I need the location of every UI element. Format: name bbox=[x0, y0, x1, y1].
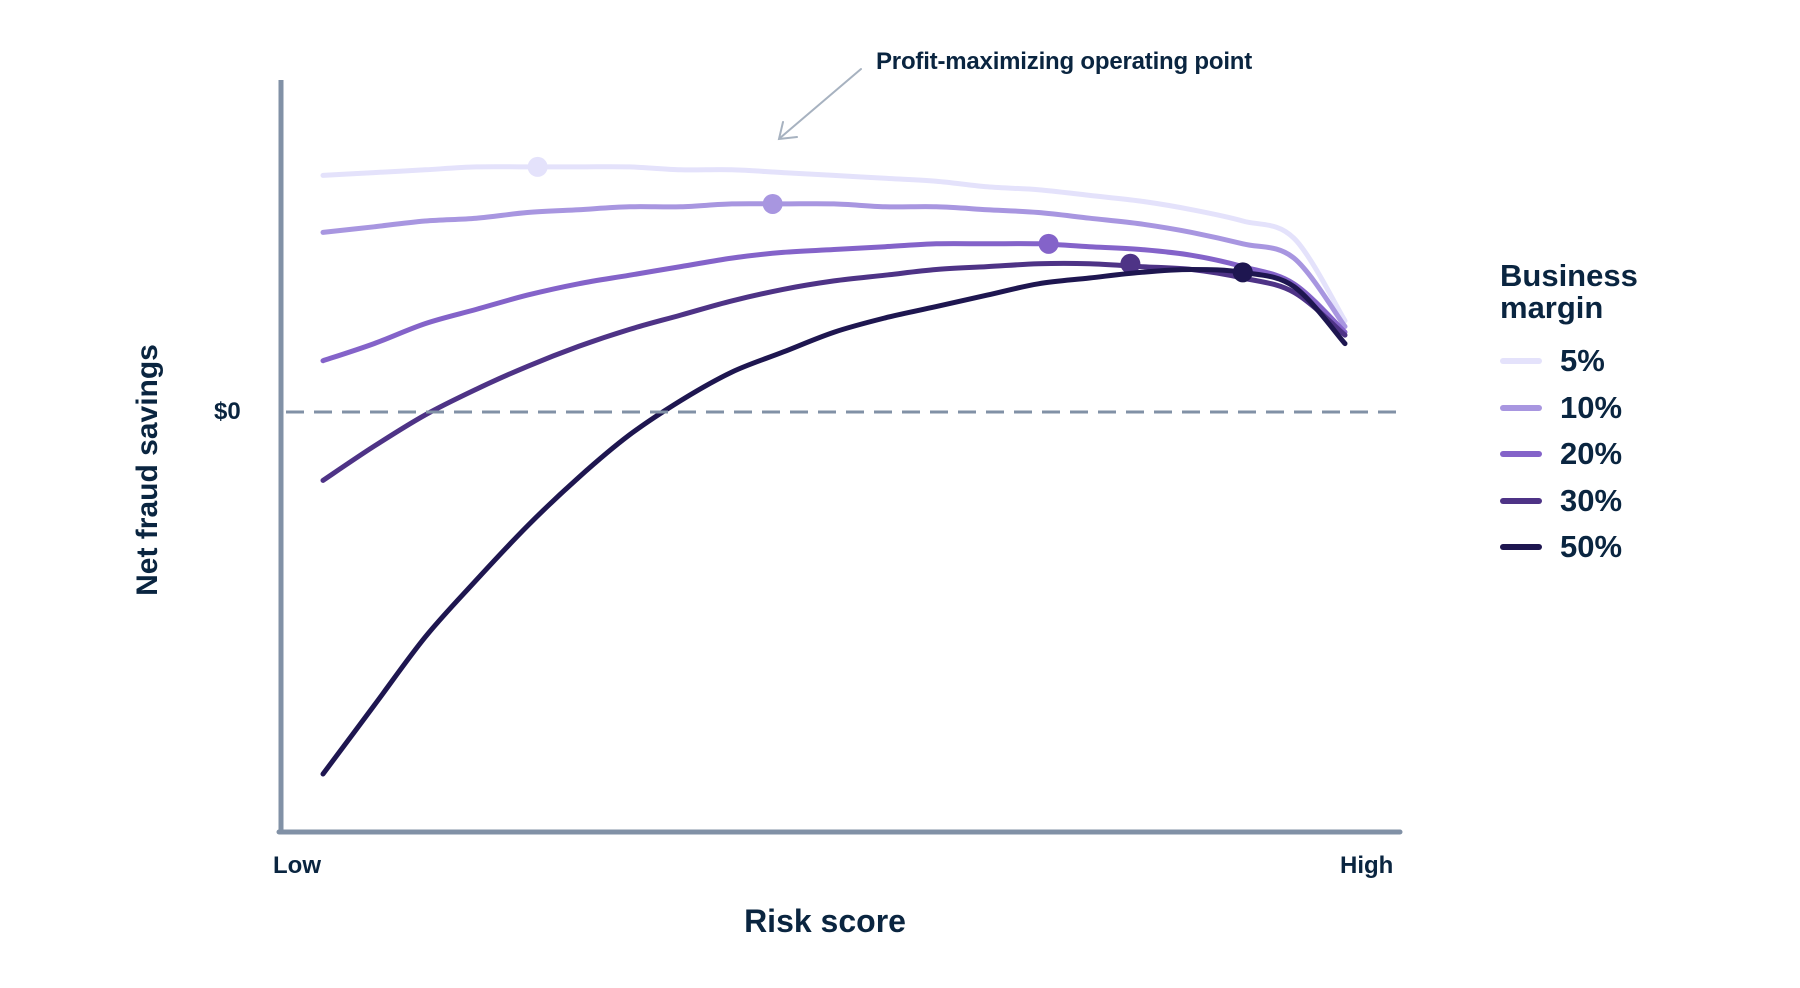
legend-item-10: 10% bbox=[1500, 385, 1638, 432]
legend-label: 50% bbox=[1560, 529, 1623, 565]
optimum-marker-icon bbox=[762, 193, 783, 214]
series-line-5pct bbox=[320, 164, 1348, 324]
legend-swatch-icon bbox=[1500, 404, 1542, 411]
legend-label: 5% bbox=[1560, 343, 1605, 379]
y-tick-zero: $0 bbox=[214, 398, 241, 425]
optimum-marker-icon bbox=[527, 156, 548, 177]
legend-swatch-icon bbox=[1500, 358, 1542, 365]
legend-title: Business margin bbox=[1500, 260, 1638, 324]
series-line-30pct bbox=[320, 260, 1348, 483]
legend-label: 10% bbox=[1560, 389, 1623, 425]
x-tick-high: High bbox=[1340, 852, 1394, 879]
annotation-label: Profit-maximizing operating point bbox=[876, 48, 1253, 75]
legend-swatch-icon bbox=[1500, 451, 1542, 458]
legend-label: 20% bbox=[1560, 436, 1623, 472]
annotation-arrow-icon bbox=[777, 68, 862, 141]
legend-item-20: 20% bbox=[1500, 431, 1638, 478]
legend-swatch-icon bbox=[1500, 544, 1542, 551]
x-tick-low: Low bbox=[273, 852, 321, 879]
series-line-20pct bbox=[320, 241, 1348, 364]
series-line-10pct bbox=[320, 201, 1348, 329]
legend-title-line2: margin bbox=[1500, 290, 1604, 325]
optimum-marker-icon bbox=[1038, 233, 1059, 254]
legend-item-50: 50% bbox=[1500, 524, 1638, 571]
legend-label: 30% bbox=[1560, 482, 1623, 518]
optimum-marker-icon bbox=[1232, 262, 1253, 283]
y-axis-title: Net fraud savings bbox=[131, 344, 164, 596]
x-axis-title: Risk score bbox=[744, 903, 906, 939]
legend-title-line1: Business bbox=[1500, 258, 1638, 293]
legend: Business margin 5% 10% 20% 30% 50% bbox=[1500, 260, 1638, 571]
legend-item-30: 30% bbox=[1500, 478, 1638, 525]
legend-item-5: 5% bbox=[1500, 338, 1638, 385]
legend-swatch-icon bbox=[1500, 497, 1542, 504]
series-layer bbox=[320, 156, 1348, 777]
series-line-50pct bbox=[320, 267, 1348, 777]
optimum-marker-icon bbox=[1120, 253, 1141, 274]
